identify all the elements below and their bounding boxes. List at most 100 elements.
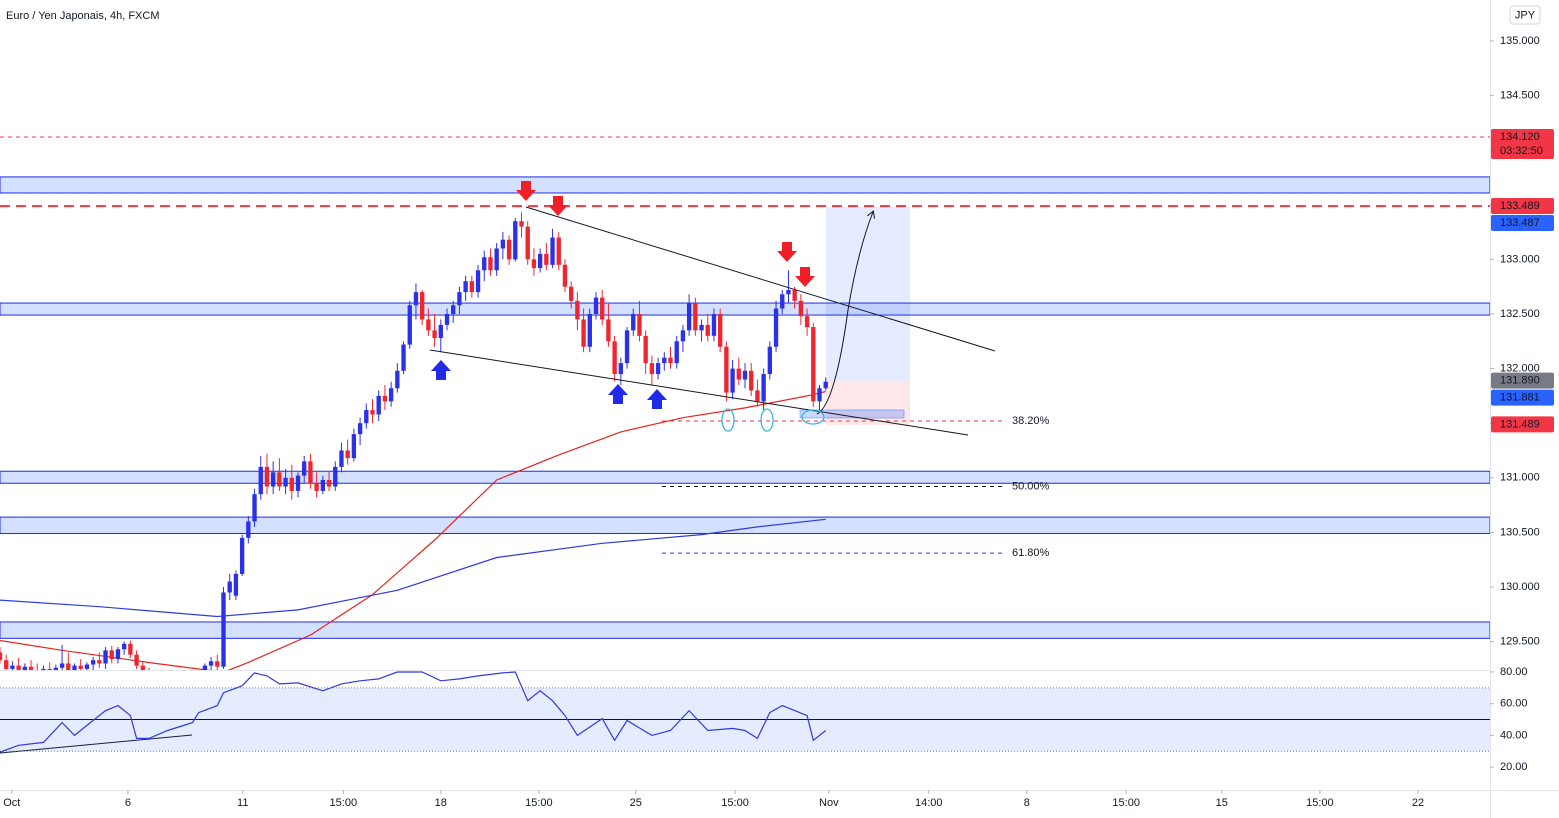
candle-body [302,461,307,476]
y-tick-label: 129.500 [1500,636,1540,648]
x-tick-label: 22 [1412,797,1424,809]
candle-body [482,257,487,271]
fib-label: 61.80% [1012,547,1050,559]
candle-body [202,665,208,670]
y-tick-label: 131.000 [1500,472,1540,484]
fib-label: 50.00% [1012,480,1050,492]
currency-label: JPY [1515,9,1536,21]
candle-body [494,248,499,271]
candle-body [128,643,133,655]
price-label: 133.489 [1500,200,1540,212]
candle-body [90,660,96,665]
candle-body [320,479,326,491]
moving-average [0,518,826,618]
x-tick-label: 15:00 [525,797,553,809]
zones [0,176,1490,639]
candle-body [103,650,108,664]
candle-body [581,319,586,347]
candle-body [413,292,419,306]
candle-body [140,665,145,670]
candle-body [736,368,741,380]
rsi-pane [0,671,1490,754]
candle-body [221,592,226,667]
zone [0,516,1490,534]
rsi-y-tick-label: 40.00 [1500,729,1528,741]
candle-body [345,450,350,459]
currency-button[interactable] [1509,5,1541,25]
candle-body [326,479,332,487]
price-label: 133.487 [1500,217,1540,229]
y-tick-label: 132.000 [1500,362,1540,374]
price-label-box [1491,372,1554,389]
candle-body [600,297,605,320]
candle-body [767,346,773,375]
candle-body [804,316,810,328]
candle-body [41,668,46,670]
candle-body [674,341,679,364]
candle-body [134,654,139,666]
candle-body [109,650,114,660]
candle-body [438,324,443,339]
fib-label: 38.20% [1012,415,1050,427]
candle-body [10,665,15,669]
candle-body [451,305,456,314]
candle-body [525,226,530,260]
candle-body [0,652,3,661]
y-tick-label: 135.000 [1500,35,1540,47]
chart-title: Euro / Yen Japonais, 4h, FXCM [6,10,159,22]
candle-body [705,324,710,336]
up-arrows [431,360,667,409]
candle-body [717,313,723,347]
candle-body [72,665,77,670]
x-tick-label: Nov [819,797,839,809]
candle-body [798,300,804,317]
x-tick-label: 15:00 [1112,797,1140,809]
candle-body [773,308,779,347]
zone [0,621,1490,639]
countdown: 03:32:50 [1500,145,1543,157]
candle-body [637,313,642,336]
x-tick-label: 8 [1024,797,1030,809]
candle-body [432,330,437,339]
x-tick-label: 15:00 [1306,797,1334,809]
candle-body [631,313,636,331]
candle-body [227,581,232,593]
candle-body [513,221,518,260]
candle-body [370,410,375,415]
candle-body [47,668,52,670]
candle-body [655,363,661,375]
candle-body [587,313,592,347]
candle-body [289,477,294,491]
candle-body [649,363,655,375]
candle-body [239,537,245,574]
candle-body [475,270,481,293]
price-pane: 38.20% 50.00% 61.80% Euro / Yen Japonais, … [0,10,1490,670]
rsi-y-tick-label: 20.00 [1500,761,1528,773]
candle-body [668,357,673,364]
candle-body [314,483,319,491]
candle-body [519,221,524,227]
candle-body [407,305,412,345]
price-label: 134.120 [1500,131,1540,143]
target-box [826,207,910,381]
candle-body [612,341,617,375]
trend-line [429,349,969,436]
candle-body [28,666,34,670]
candle-body [4,660,9,669]
zone [0,176,1490,194]
candle-body [215,661,220,667]
candle-body [357,423,363,435]
zone [0,470,1490,484]
candle-body [643,335,648,364]
candle-body [22,666,28,670]
candle-body [364,410,369,424]
levels: 38.20% 50.00% 61.80% [0,136,1490,559]
candle-body [693,303,698,331]
down-arrows [516,181,815,287]
price-label-box [1491,197,1554,214]
x-tick-label: 15 [1216,797,1228,809]
bottom-marks [721,408,825,432]
candle-body [78,665,83,669]
candle-body [742,370,748,380]
